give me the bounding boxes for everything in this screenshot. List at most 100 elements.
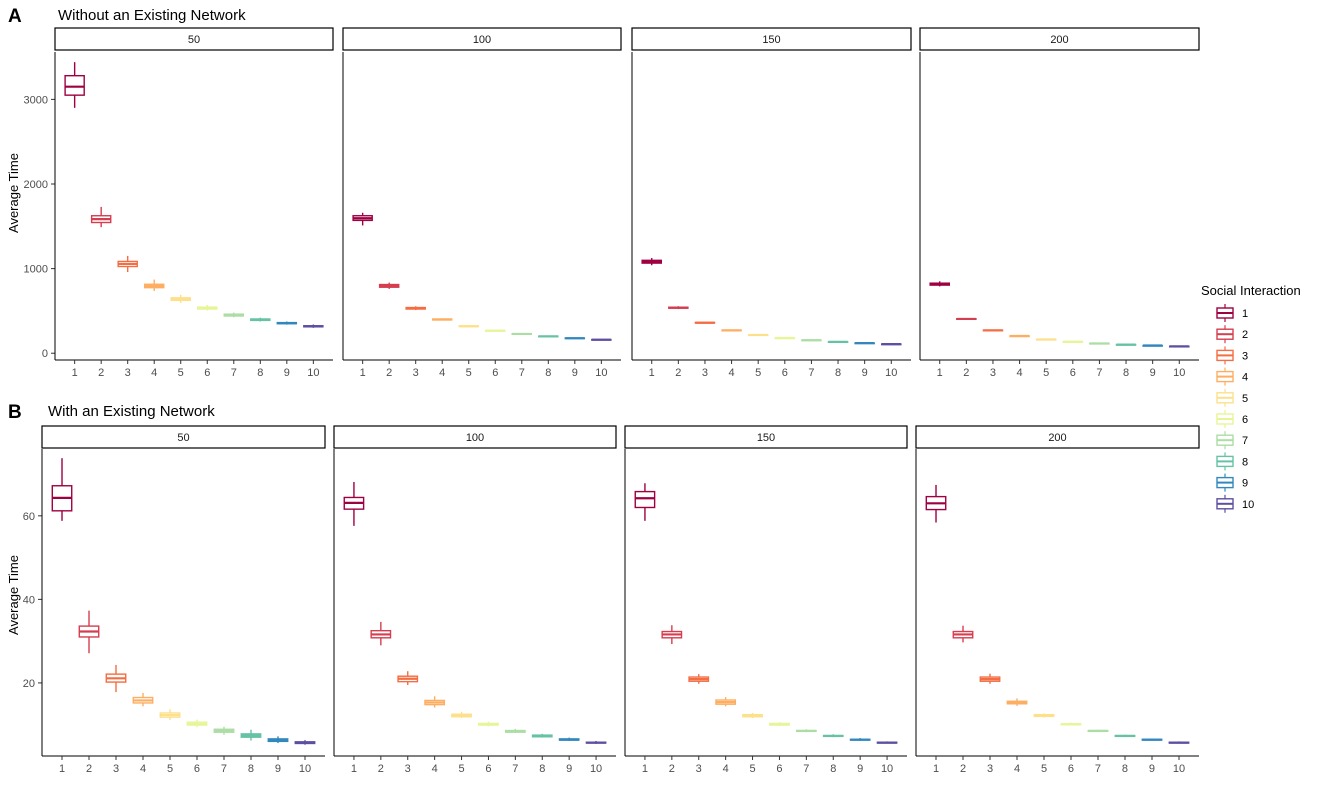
x-tick-label: 2 [960,763,966,775]
boxplot-series-4 [431,318,453,321]
boxplot-series-10 [585,740,607,744]
x-tick-label: 1 [59,763,65,775]
x-tick-label: 8 [1123,367,1129,379]
legend-label: 3 [1242,350,1248,362]
boxplot-series-4 [715,697,737,707]
boxplot-series-8 [827,340,849,344]
boxplot-series-9 [849,738,871,741]
x-tick-label: 6 [1068,763,1074,775]
boxplot-series-7 [1087,729,1109,733]
x-tick-label: 6 [1070,367,1076,379]
legend-label: 9 [1242,478,1248,490]
boxplot-series-3 [979,673,1001,684]
x-tick-label: 3 [113,763,119,775]
x-tick-label: 9 [857,763,863,775]
x-tick-label: 5 [1043,367,1049,379]
boxplot-series-2 [661,625,683,645]
facet-strip [54,27,334,51]
x-tick-label: 10 [1173,763,1185,775]
y-axis-title: Average Time [6,555,21,635]
boxplot-series-8 [1114,734,1136,738]
legend-label: 6 [1242,414,1248,426]
x-tick-label: 6 [194,763,200,775]
x-tick-label: 4 [729,367,735,379]
boxplot-series-6 [197,305,218,311]
boxplot-series-5 [1033,713,1055,718]
panel-letter: A [8,6,22,27]
x-tick-label: 9 [284,367,290,379]
x-tick-label: 3 [990,367,996,379]
boxplot-series-7 [213,726,235,735]
x-tick-label: 4 [432,763,438,775]
boxplot-series-1 [925,484,947,523]
x-tick-label: 9 [1150,367,1156,379]
x-tick-label: 6 [782,367,788,379]
x-tick-label: 8 [248,763,254,775]
boxplot-series-9 [1142,344,1163,347]
x-tick-label: 8 [539,763,545,775]
x-tick-label: 5 [466,367,472,379]
boxplot-series-3 [105,664,127,693]
x-tick-label: 8 [257,367,263,379]
boxplot-series-6 [1060,722,1082,726]
x-tick-label: 10 [881,763,893,775]
facet-strip [624,425,908,449]
x-tick-label: 5 [458,763,464,775]
x-tick-label: 9 [275,763,281,775]
x-tick-label: 8 [835,367,841,379]
boxplot-series-7 [504,728,526,734]
facet-strip [919,27,1200,51]
boxplot-series-3 [688,674,710,684]
x-tick-label: 9 [1149,763,1155,775]
facet-strip-label: 200 [1048,432,1066,444]
x-tick-label: 1 [649,367,655,379]
legend-label: 1 [1242,308,1248,320]
facet-strip [342,27,622,51]
x-tick-label: 7 [1096,367,1102,379]
boxplot-series-7 [795,729,817,733]
x-tick-label: 2 [669,763,675,775]
boxplot-series-10 [876,741,898,744]
boxplot-series-9 [558,737,580,741]
boxplot-series-4 [1006,698,1028,706]
x-tick-label: 8 [545,367,551,379]
boxplot-series-3 [397,671,419,685]
x-tick-label: 3 [413,367,419,379]
legend-key-3 [1216,346,1234,365]
boxplot-series-2 [668,306,689,310]
boxplot-series-9 [564,337,586,340]
x-tick-label: 9 [566,763,572,775]
y-tick-label: 20 [23,678,35,690]
boxplot-series-2 [952,625,974,643]
x-tick-label: 10 [1173,367,1185,379]
legend-label: 7 [1242,435,1248,447]
facet-strip [631,27,912,51]
boxplot-series-3 [405,306,426,311]
x-tick-label: 1 [72,367,78,379]
y-tick-label: 60 [23,511,35,523]
boxplot-series-5 [451,711,472,718]
boxplot-series-7 [1089,342,1110,345]
x-tick-label: 4 [439,367,445,379]
boxplot-series-8 [531,733,553,738]
boxplot-series-7 [511,332,533,336]
boxplot-series-9 [276,321,298,325]
boxplot-series-3 [694,321,716,324]
y-tick-label: 2000 [24,179,48,191]
facet-strip-label: 100 [466,432,484,444]
boxplot-series-1 [929,281,951,287]
boxplot-series-10 [880,342,902,346]
x-tick-label: 7 [808,367,814,379]
x-tick-label: 5 [167,763,173,775]
panel-letter: B [8,402,22,423]
boxplot-series-4 [132,692,154,707]
x-tick-label: 3 [696,763,702,775]
boxplot-series-2 [956,317,977,321]
facet-strip-label: 200 [1050,34,1068,46]
panel-title: With an Existing Network [48,403,215,420]
legend-key-4 [1216,367,1234,386]
boxplot-series-4 [424,696,446,708]
boxplot-series-8 [538,335,559,338]
boxplot-series-5 [170,294,191,303]
